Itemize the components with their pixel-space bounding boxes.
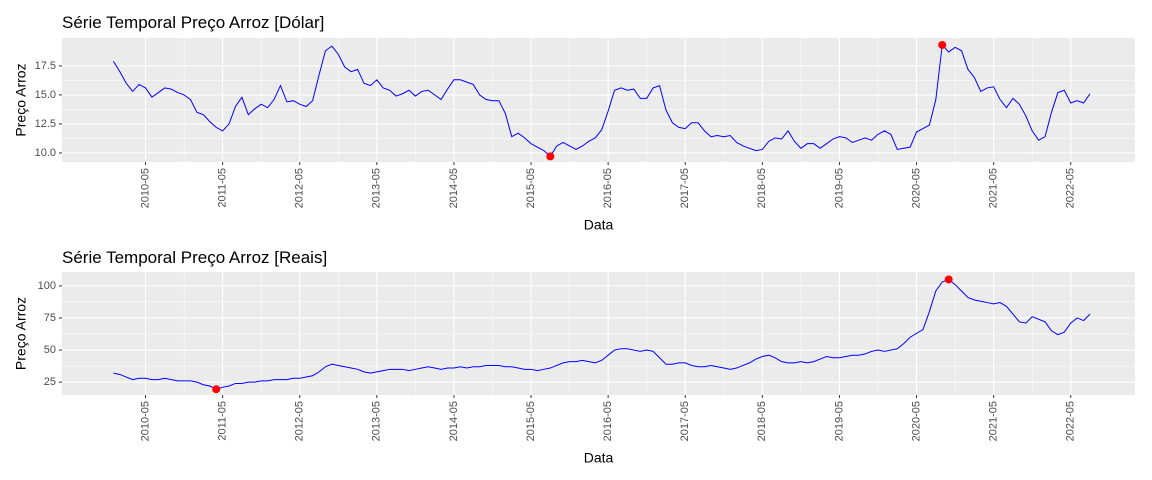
y-tick-label: 50 xyxy=(44,344,56,356)
x-axis-title: Data xyxy=(584,450,614,466)
panel xyxy=(62,272,1135,395)
y-tick-label: 10.0 xyxy=(35,147,56,159)
highlight-point xyxy=(944,275,953,284)
x-tick-label: 2012-05 xyxy=(294,401,306,441)
y-tick-label: 100 xyxy=(38,280,56,292)
x-tick-label: 2018-05 xyxy=(756,401,768,441)
y-tick-label: 75 xyxy=(44,312,56,324)
x-tick-label: 2018-05 xyxy=(756,168,768,208)
x-tick-label: 2021-05 xyxy=(988,401,1000,441)
line xyxy=(113,278,1091,390)
x-tick-label: 2011-05 xyxy=(217,168,229,208)
line xyxy=(112,43,1091,158)
highlight-point xyxy=(212,385,221,394)
x-tick-label: 2015-05 xyxy=(525,168,537,208)
panel xyxy=(62,38,1135,162)
x-tick-label: 2017-05 xyxy=(679,401,691,441)
x-tick-label: 2013-05 xyxy=(371,168,383,208)
highlight-point xyxy=(546,152,555,161)
x-tick-label: 2020-05 xyxy=(910,168,922,208)
x-tick-label: 2014-05 xyxy=(448,168,460,208)
x-tick-label: 2012-05 xyxy=(294,168,306,208)
x-tick-label: 2016-05 xyxy=(602,168,614,208)
x-tick-label: 2020-05 xyxy=(910,401,922,441)
chart-title: Série Temporal Preço Arroz [Reais] xyxy=(62,248,327,267)
chart-title: Série Temporal Preço Arroz [Dólar] xyxy=(62,13,324,32)
x-tick-label: 2022-05 xyxy=(1065,401,1077,441)
y-axis-title: Preço Arroz xyxy=(13,63,29,136)
y-tick-label: 25 xyxy=(44,376,56,388)
x-tick-label: 2013-05 xyxy=(371,401,383,441)
x-tick-label: 2010-05 xyxy=(139,168,151,208)
y-tick-label: 15.0 xyxy=(35,89,56,101)
x-tick-label: 2019-05 xyxy=(833,401,845,441)
x-tick-label: 2021-05 xyxy=(988,168,1000,208)
y-tick-label: 12.5 xyxy=(35,118,56,130)
x-tick-label: 2015-05 xyxy=(525,401,537,441)
x-tick-label: 2017-05 xyxy=(679,168,691,208)
x-tick-label: 2011-05 xyxy=(217,401,229,441)
x-tick-label: 2010-05 xyxy=(139,401,151,441)
x-tick-label: 2019-05 xyxy=(833,168,845,208)
y-axis-title: Preço Arroz xyxy=(13,297,29,370)
x-axis-title: Data xyxy=(584,217,614,233)
y-tick-label: 17.5 xyxy=(35,60,56,72)
x-tick-label: 2016-05 xyxy=(602,401,614,441)
x-tick-label: 2022-05 xyxy=(1065,168,1077,208)
x-tick-label: 2014-05 xyxy=(448,401,460,441)
highlight-point xyxy=(938,40,947,49)
